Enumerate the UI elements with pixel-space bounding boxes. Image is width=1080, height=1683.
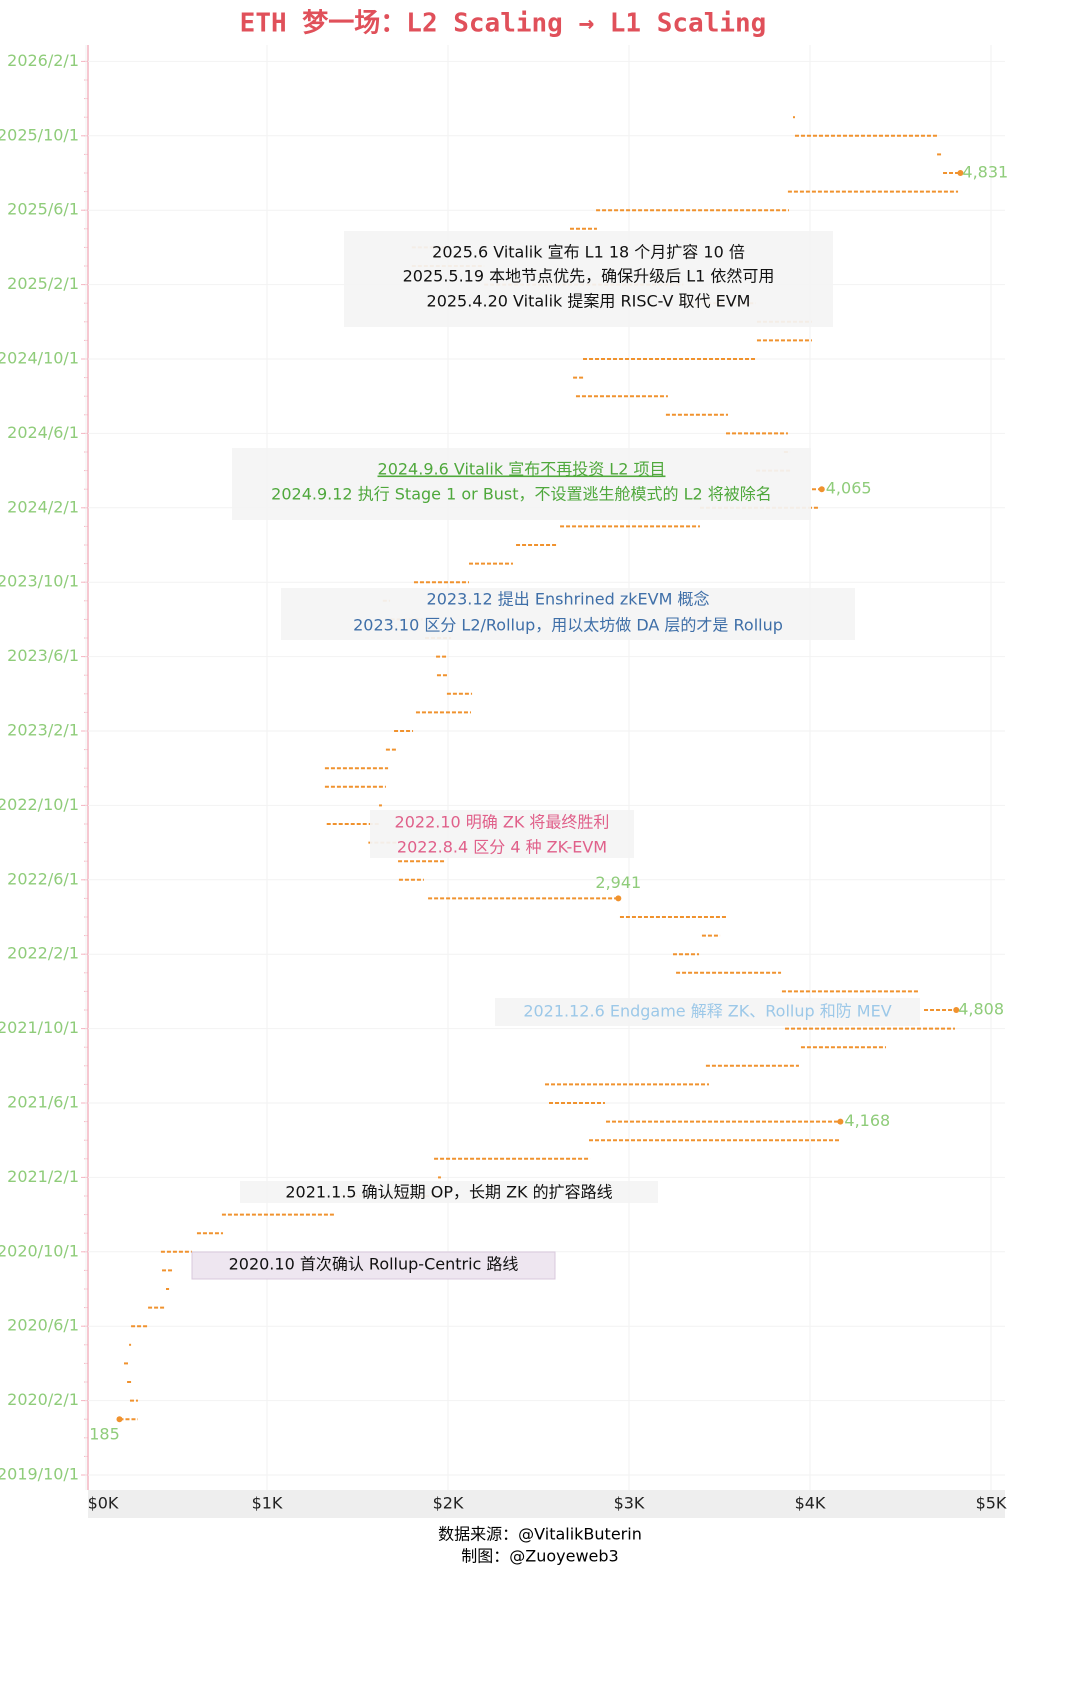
y-tick-label: 2023/2/1 bbox=[7, 721, 79, 740]
highlight-point bbox=[837, 1118, 844, 1125]
annotation-text: 2021.1.5 确认短期 OP，长期 ZK 的扩容路线 bbox=[285, 1183, 612, 1202]
point-label: 4,831 bbox=[962, 163, 1008, 182]
y-tick-label: 2020/6/1 bbox=[7, 1316, 79, 1335]
point-label: 4,065 bbox=[826, 479, 872, 498]
annotation-box bbox=[281, 588, 855, 640]
x-tick-label: $2K bbox=[433, 1494, 464, 1513]
annotation-box bbox=[495, 998, 920, 1026]
annotation-text: 2024.9.6 Vitalik 宣布不再投资 L2 项目 bbox=[378, 460, 666, 479]
x-tick-label: $3K bbox=[614, 1494, 645, 1513]
annotation-box bbox=[370, 810, 634, 858]
y-tick-label: 2025/2/1 bbox=[7, 274, 79, 293]
annotation-text: 2023.10 区分 L2/Rollup，用以太坊做 DA 层的才是 Rollu… bbox=[353, 616, 783, 635]
y-tick-label: 2019/10/1 bbox=[0, 1465, 79, 1484]
y-tick-label: 2022/2/1 bbox=[7, 944, 79, 963]
chart-title: ETH 梦一场：L2 Scaling → L1 Scaling bbox=[240, 9, 767, 39]
y-tick-label: 2026/2/1 bbox=[7, 51, 79, 70]
annotation-text: 2023.12 提出 Enshrined zkEVM 概念 bbox=[427, 590, 710, 609]
annotation-text: 2022.8.4 区分 4 种 ZK-EVM bbox=[397, 838, 607, 857]
y-tick-label: 2022/6/1 bbox=[7, 869, 79, 888]
highlight-point bbox=[116, 1416, 123, 1423]
highlight-point bbox=[957, 170, 964, 176]
highlight-point bbox=[953, 1007, 960, 1013]
x-tick-label: $5K bbox=[976, 1494, 1007, 1513]
x-tick-label: $4K bbox=[795, 1494, 826, 1513]
y-tick-label: 2021/10/1 bbox=[0, 1018, 79, 1037]
y-tick-label: 2020/10/1 bbox=[0, 1241, 79, 1260]
y-tick-label: 2024/10/1 bbox=[0, 349, 79, 368]
annotation-text: 2025.6 Vitalik 宣布 L1 18 个月扩容 10 倍 bbox=[432, 243, 745, 262]
y-tick-label: 2020/2/1 bbox=[7, 1390, 79, 1409]
point-label: 4,168 bbox=[844, 1111, 890, 1130]
y-tick-label: 2025/10/1 bbox=[0, 125, 79, 144]
point-label: 4,808 bbox=[958, 1000, 1004, 1019]
highlight-point bbox=[615, 895, 622, 902]
y-tick-label: 2022/10/1 bbox=[0, 795, 79, 814]
point-label: 2,941 bbox=[595, 873, 641, 892]
annotation-text: 2025.5.19 本地节点优先，确保升级后 L1 依然可用 bbox=[403, 267, 775, 286]
annotation-text: 2024.9.12 执行 Stage 1 or Bust，不设置逃生舱模式的 L… bbox=[271, 485, 772, 504]
annotation-box bbox=[232, 448, 811, 520]
annotation-text: 2022.10 明确 ZK 将最终胜利 bbox=[395, 813, 610, 832]
annotation-box bbox=[191, 1251, 556, 1280]
y-tick-label: 2024/2/1 bbox=[7, 497, 79, 516]
annotation-text: 2025.4.20 Vitalik 提案用 RISC-V 取代 EVM bbox=[427, 292, 751, 311]
annotation-box bbox=[240, 1181, 658, 1203]
footer-source: 数据来源：@VitalikButerin bbox=[438, 1525, 642, 1544]
y-tick-label: 2021/2/1 bbox=[7, 1167, 79, 1186]
annotation-box bbox=[344, 231, 833, 327]
y-tick-label: 2024/6/1 bbox=[7, 423, 79, 442]
footer-author: 制图：@Zuoyeweb3 bbox=[461, 1547, 618, 1566]
annotation-text: 2020.10 首次确认 Rollup-Centric 路线 bbox=[229, 1255, 519, 1274]
highlight-point bbox=[818, 486, 825, 493]
y-tick-label: 2021/6/1 bbox=[7, 1093, 79, 1112]
x-axis-band bbox=[88, 1490, 1005, 1518]
y-tick-label: 2025/6/1 bbox=[7, 200, 79, 219]
point-label: 185 bbox=[89, 1425, 120, 1444]
annotation-text: 2021.12.6 Endgame 解释 ZK、Rollup 和防 MEV bbox=[523, 1002, 891, 1021]
x-tick-label: $0K bbox=[88, 1494, 119, 1513]
y-tick-label: 2023/10/1 bbox=[0, 572, 79, 591]
y-tick-label: 2023/6/1 bbox=[7, 646, 79, 665]
x-tick-label: $1K bbox=[252, 1494, 283, 1513]
